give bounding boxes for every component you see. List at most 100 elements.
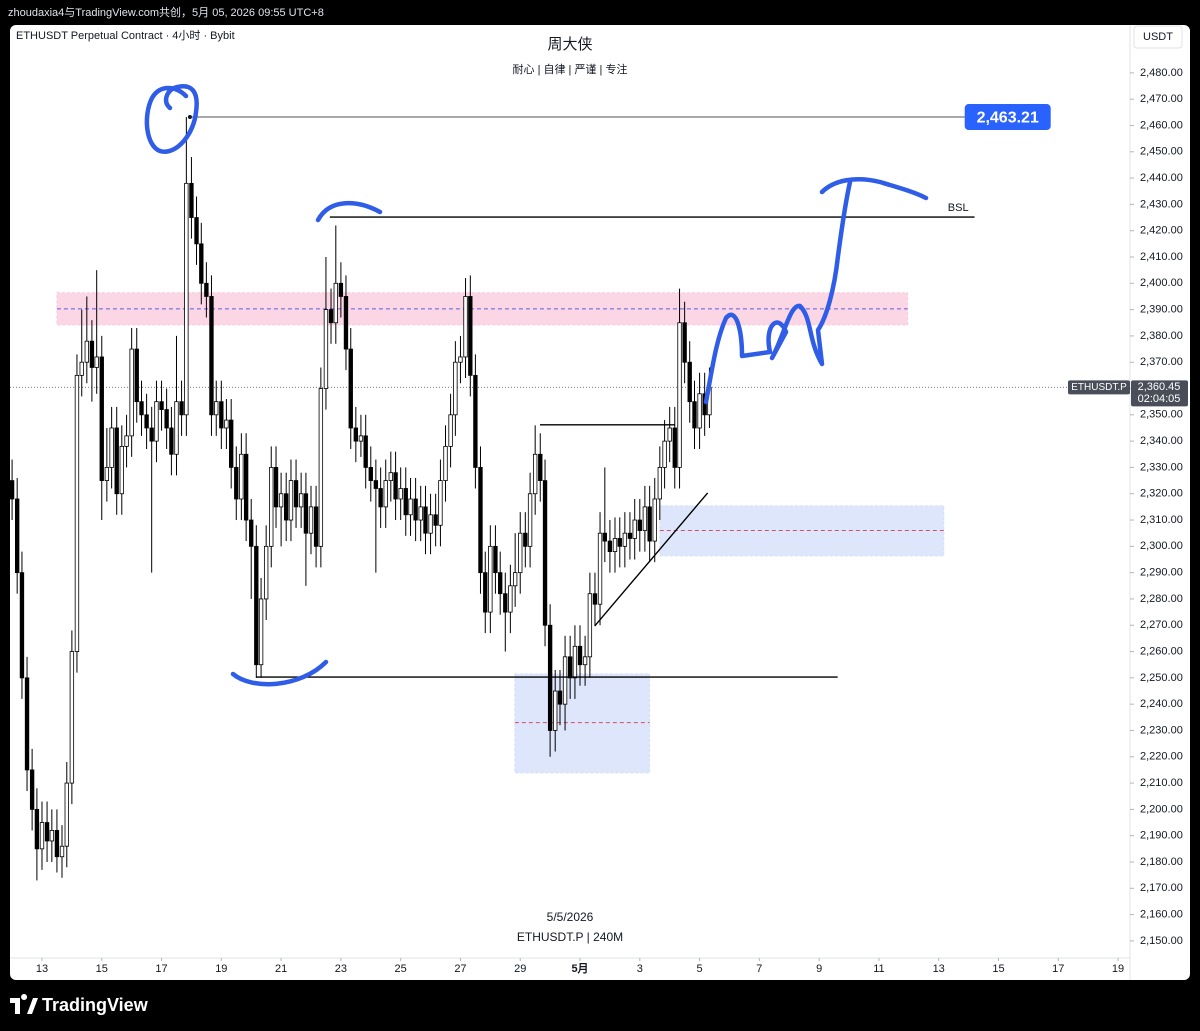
candle-body — [697, 393, 702, 429]
level-label: 2,463.21 — [977, 109, 1039, 126]
candle-body — [622, 532, 628, 547]
watermark-symbol: ETHUSDT.P | 240M — [517, 930, 623, 944]
y-tick-label: 2,320.00 — [1140, 488, 1183, 500]
candle-body — [592, 593, 598, 605]
candle-body — [94, 356, 99, 368]
candle-body — [54, 830, 60, 858]
candle-body — [204, 282, 209, 297]
logo-icon — [10, 994, 38, 1014]
candle-body — [393, 472, 398, 500]
y-tick-label: 2,440.00 — [1140, 172, 1183, 184]
candle-body — [258, 598, 264, 666]
candle-body — [14, 498, 20, 574]
y-tick-label: 2,400.00 — [1140, 277, 1183, 289]
x-tick-label: 23 — [335, 963, 347, 975]
candle-body — [224, 419, 229, 429]
candle-body — [298, 493, 304, 508]
candle-body — [89, 340, 95, 368]
footer-brand: TradingView — [42, 995, 149, 1015]
candle-body — [74, 374, 80, 652]
candle-body — [99, 356, 104, 481]
currency-label: USDT — [1143, 31, 1173, 43]
candle-body — [64, 782, 69, 847]
candle-body — [308, 506, 314, 534]
candle-body — [328, 309, 334, 324]
candle-body — [19, 572, 25, 679]
y-tick-label: 2,330.00 — [1140, 461, 1183, 473]
candle-body — [254, 545, 259, 666]
candle-body — [413, 498, 418, 521]
candle-body — [263, 545, 269, 600]
candle-body — [59, 845, 65, 858]
candle-body — [134, 348, 139, 403]
candle-body — [627, 532, 633, 539]
x-tick-label: 13 — [36, 963, 48, 975]
hand-arc-top — [315, 200, 383, 223]
x-tick-label: 27 — [454, 963, 466, 975]
candle-body — [318, 388, 324, 547]
y-tick-label: 2,470.00 — [1140, 93, 1183, 105]
candle-body — [403, 488, 408, 516]
candle-body — [243, 453, 249, 521]
x-tick-label: 29 — [514, 963, 526, 975]
candle-body — [443, 445, 448, 481]
candle-body — [79, 361, 84, 376]
y-tick-label: 2,350.00 — [1140, 409, 1183, 421]
x-tick-label: 15 — [96, 963, 108, 975]
candle-body — [368, 467, 373, 481]
x-tick-label: 5月 — [571, 962, 588, 975]
candle-body — [174, 401, 179, 455]
y-tick-label: 2,410.00 — [1140, 251, 1183, 263]
watermark-date: 5/5/2026 — [547, 910, 594, 924]
footer-logo: TradingView — [10, 994, 149, 1015]
price-tag — [1131, 380, 1188, 407]
candle-body — [692, 401, 697, 429]
plot-area: 2,463.21 BSL — [10, 104, 1130, 881]
candle-body — [553, 690, 558, 731]
candle-body — [129, 348, 134, 437]
candle-body — [109, 427, 114, 468]
y-tick-label: 2,230.00 — [1140, 724, 1183, 736]
candle-body — [49, 830, 55, 842]
candle-body — [702, 393, 707, 416]
candle-body — [84, 340, 89, 363]
candle-body — [139, 401, 144, 416]
candle-body — [273, 467, 279, 508]
candle-body — [687, 361, 692, 403]
candle-body — [199, 243, 204, 284]
candle-body — [249, 519, 254, 547]
candle-body — [209, 296, 214, 416]
y-tick-label: 2,240.00 — [1140, 698, 1183, 710]
candle-body — [617, 538, 622, 547]
candle-body — [508, 585, 513, 613]
price-tag-label: 2,360.45 — [1138, 381, 1181, 393]
candle-body — [637, 519, 642, 531]
candle-body — [652, 498, 657, 542]
candle-body — [388, 472, 393, 481]
y-tick-label: 2,430.00 — [1140, 198, 1183, 210]
candle-body — [433, 514, 438, 526]
candle-body — [538, 453, 543, 481]
candle-body — [607, 540, 613, 553]
candle-body — [10, 480, 15, 500]
candle-body — [483, 572, 488, 613]
y-tick-label: 2,200.00 — [1140, 803, 1183, 815]
zone — [514, 673, 651, 774]
candle-body — [642, 506, 648, 531]
candle-body — [114, 427, 119, 495]
candle-body — [488, 545, 493, 613]
candle-body — [144, 414, 149, 429]
candle-body — [343, 296, 349, 350]
candle-body — [353, 427, 359, 442]
candle-body — [572, 645, 578, 679]
x-tick-label: 17 — [1052, 963, 1064, 975]
candle-body — [164, 409, 169, 429]
y-tick-label: 2,270.00 — [1140, 619, 1183, 631]
candle-body — [473, 374, 478, 468]
x-tick-label: 9 — [816, 963, 822, 975]
candle-body — [547, 624, 553, 731]
y-tick-label: 2,160.00 — [1140, 909, 1183, 921]
x-tick-label: 15 — [992, 963, 1004, 975]
y-tick-label: 2,480.00 — [1140, 67, 1183, 79]
